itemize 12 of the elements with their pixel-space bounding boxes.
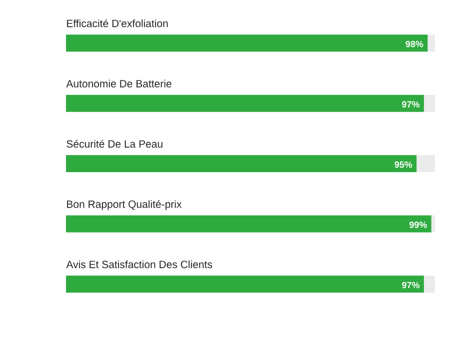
bar xyxy=(66,215,432,232)
y-tick-label: Sécurité De La Peau xyxy=(66,140,162,148)
data-label: 97% xyxy=(402,282,420,288)
data-label: 97% xyxy=(402,101,420,108)
y-tick-label: Avis Et Satisfaction Des Clients xyxy=(66,260,212,268)
y-tick-label: Efficacité D'exfoliation xyxy=(67,19,168,28)
data-label: 99% xyxy=(409,222,427,228)
data-label: 95% xyxy=(394,161,412,168)
y-tick-label: Bon Rapport Qualité-prix xyxy=(67,200,182,210)
y-tick-label: Autonomie De Batterie xyxy=(66,80,172,88)
data-label: 98% xyxy=(406,40,424,48)
bar xyxy=(66,34,428,52)
